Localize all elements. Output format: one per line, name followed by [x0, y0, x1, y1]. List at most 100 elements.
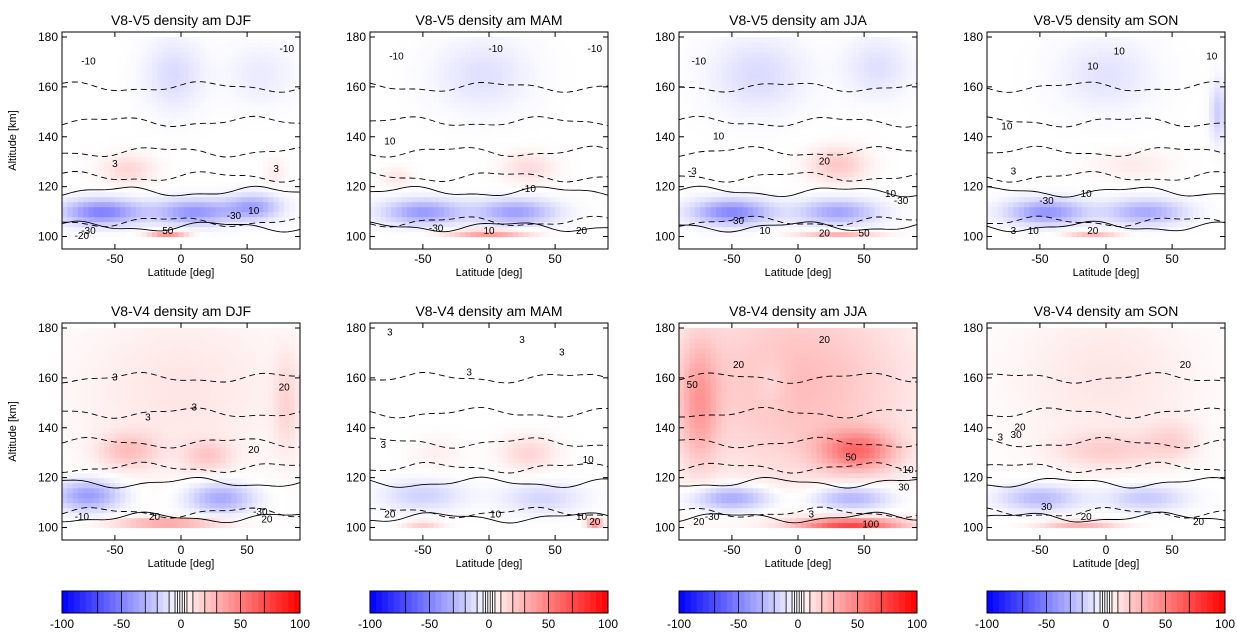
- heatmap-cell: [62, 121, 68, 128]
- heatmap-cell: [88, 51, 95, 58]
- heatmap-cell: [375, 216, 382, 223]
- heatmap-cell: [842, 76, 849, 83]
- heatmap-cell: [422, 151, 429, 158]
- heatmap-cell: [273, 191, 280, 198]
- heatmap-cell: [721, 151, 728, 158]
- heatmap-cell: [114, 156, 121, 163]
- heatmap-cell: [136, 131, 142, 138]
- heatmap-cell: [491, 201, 498, 208]
- heatmap-cell: [523, 36, 530, 43]
- heatmap-cell: [417, 141, 424, 148]
- heatmap-cell: [832, 231, 839, 238]
- heatmap-cell: [93, 231, 100, 238]
- heatmap-cell: [72, 131, 79, 138]
- heatmap-cell: [533, 166, 540, 173]
- heatmap-cell: [88, 141, 95, 148]
- heatmap-cell: [465, 36, 472, 43]
- heatmap-cell: [114, 56, 121, 63]
- heatmap-cell: [481, 186, 487, 193]
- heatmap-cell: [827, 101, 833, 108]
- heatmap-cell: [565, 116, 572, 123]
- heatmap-cell: [502, 226, 509, 233]
- heatmap-cell: [747, 171, 754, 178]
- heatmap-cell: [178, 116, 185, 123]
- heatmap-cell: [444, 46, 450, 53]
- heatmap-cell: [768, 46, 775, 53]
- heatmap-cell: [428, 141, 435, 148]
- heatmap-cell: [262, 191, 269, 198]
- heatmap-cell: [289, 66, 296, 73]
- heatmap-cell: [721, 186, 728, 193]
- heatmap-cell: [289, 81, 296, 88]
- heatmap-cell: [597, 96, 604, 103]
- heatmap-cell: [252, 141, 259, 148]
- heatmap-cell: [231, 196, 238, 203]
- heatmap-cell: [257, 156, 264, 163]
- heatmap-cell: [422, 196, 429, 203]
- heatmap-cell: [726, 176, 733, 183]
- heatmap-cell: [481, 156, 487, 163]
- heatmap-cell: [114, 206, 121, 213]
- heatmap-cell: [726, 186, 733, 193]
- heatmap-cell: [109, 156, 116, 163]
- heatmap-cell: [581, 71, 588, 78]
- heatmap-cell: [183, 56, 190, 63]
- contour-label: 50: [162, 226, 174, 237]
- heatmap-cell: [837, 141, 844, 148]
- heatmap-cell: [88, 161, 95, 168]
- heatmap-cell: [236, 231, 243, 238]
- heatmap-cell: [774, 111, 781, 118]
- heatmap-cell: [821, 136, 828, 143]
- heatmap-cell: [194, 196, 201, 203]
- heatmap-cell: [827, 201, 833, 208]
- heatmap-cell: [716, 161, 722, 168]
- heatmap-cell: [533, 136, 540, 143]
- heatmap-cell: [784, 56, 791, 63]
- heatmap-cell: [465, 211, 472, 218]
- heatmap-cell: [576, 146, 583, 153]
- heatmap-cell: [533, 156, 540, 163]
- heatmap-cell: [257, 221, 264, 228]
- heatmap-cell: [178, 101, 185, 108]
- heatmap-cell: [592, 146, 599, 153]
- heatmap-cell: [570, 121, 577, 128]
- heatmap-cell: [555, 121, 561, 128]
- heatmap-cell: [731, 91, 738, 98]
- heatmap-cell: [220, 71, 227, 78]
- heatmap-cell: [768, 61, 775, 68]
- heatmap-cell: [278, 196, 285, 203]
- heatmap-cell: [576, 126, 583, 133]
- heatmap-cell: [533, 196, 540, 203]
- heatmap-cell: [518, 126, 524, 133]
- heatmap-cell: [236, 116, 243, 123]
- heatmap-cell: [210, 76, 216, 83]
- heatmap-cell: [188, 196, 195, 203]
- heatmap-cell: [278, 206, 285, 213]
- heatmap-cell: [586, 126, 593, 133]
- heatmap-cell: [544, 61, 551, 68]
- heatmap-cell: [88, 231, 95, 238]
- heatmap-cell: [252, 191, 259, 198]
- heatmap-cell: [465, 171, 472, 178]
- heatmap-cell: [705, 151, 712, 158]
- heatmap-cell: [523, 231, 530, 238]
- heatmap-cell: [790, 166, 796, 173]
- heatmap-cell: [694, 131, 701, 138]
- heatmap-cell: [475, 186, 482, 193]
- heatmap-cell: [790, 51, 796, 58]
- heatmap-cell: [597, 41, 604, 48]
- heatmap-cell: [401, 211, 408, 218]
- heatmap-cell: [700, 121, 707, 128]
- heatmap-cell: [544, 156, 551, 163]
- heatmap-cell: [496, 91, 503, 98]
- heatmap-cell: [731, 161, 738, 168]
- heatmap-cell: [167, 136, 174, 143]
- heatmap-cell: [689, 191, 696, 198]
- heatmap-cell: [827, 211, 833, 218]
- heatmap-cell: [731, 71, 738, 78]
- heatmap-cell: [827, 126, 833, 133]
- heatmap-cell: [391, 151, 398, 158]
- heatmap-cell: [268, 226, 275, 233]
- heatmap-cell: [684, 81, 691, 88]
- heatmap-cell: [779, 131, 786, 138]
